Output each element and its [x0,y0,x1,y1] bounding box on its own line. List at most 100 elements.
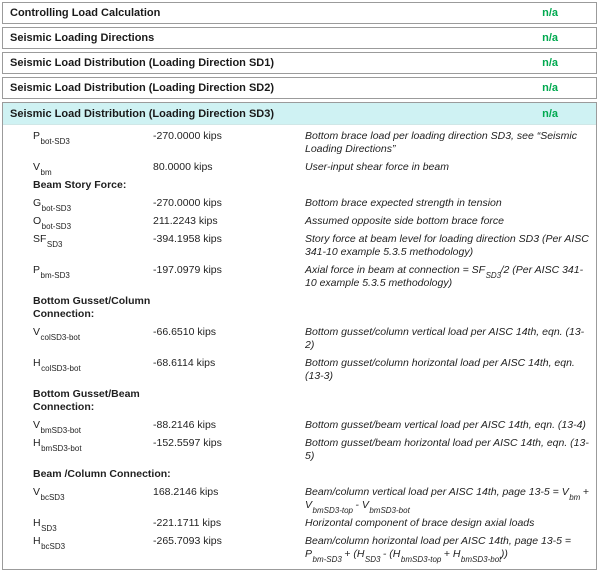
group-heading: Bottom Gusset/Column Connection: [33,295,151,320]
variable-value: -270.0000 kips [153,197,222,209]
variable-base: H [33,357,41,369]
calc-row: Gbot-SD3 -270.0000 kips Bottom brace expec… [3,195,596,213]
section-1: Controlling Load Calculation n/a [2,2,597,24]
variable-name: Gbot-SD3 [3,197,153,214]
variable-base: H [33,535,41,547]
section-header[interactable]: Controlling Load Calculation n/a [2,2,597,24]
status-badge: n/a [542,32,558,44]
variable-description: Assumed opposite side bottom brace force [305,215,505,227]
variable-subscript: bmSD3-bot [41,444,82,454]
calc-row: VbmSD3-bot -88.2146 kips Bottom gusset/bea… [3,417,596,435]
variable-base: V [33,486,41,498]
section-5: Seismic Load Distribution (Loading Direc… [2,102,597,570]
variable-subscript: bm [40,168,52,178]
calc-row: HbcSD3 -265.7093 kips Beam/column horizont… [3,533,596,564]
group-heading: Beam Story Force: [33,179,127,191]
variable-value: 211.2243 kips [153,215,218,227]
variable-subscript: colSD3-bot [41,364,81,374]
variable-name: HbmSD3-bot [3,437,153,454]
variable-value: -197.0979 kips [153,264,222,276]
section-header[interactable]: Seismic Load Distribution (Loading Direc… [3,103,596,125]
variable-value: -221.1711 kips [153,517,222,529]
section-title: Seismic Loading Directions [10,32,155,44]
group-heading-row: Bottom Gusset/Column Connection: [3,293,596,324]
calc-row: VcolSD3-bot -66.6510 kips Bottom gusset/co… [3,324,596,355]
variable-description: Bottom gusset/beam horizontal load per A… [305,437,589,462]
group-heading-row: Beam Story Force: [3,177,596,195]
variable-value: -88.2146 kips [153,419,217,431]
status-badge: n/a [542,82,558,94]
calc-row: HcolSD3-bot -68.6114 kips Bottom gusset/co… [3,355,596,386]
variable-name: VbmSD3-bot [3,419,153,436]
variable-value: -394.1958 kips [153,233,222,245]
variable-subscript: bot-SD3 [41,222,72,232]
variable-base: V [33,161,41,173]
status-badge: n/a [542,7,558,19]
calc-row: SFSD3 -394.1958 kips Story force at beam l… [3,231,596,262]
group-heading: Beam /Column Connection: [33,468,171,480]
variable-subscript: bot-SD3 [40,137,70,147]
section-3: Seismic Load Distribution (Loading Direc… [2,52,597,74]
calc-row: Pbot-SD3 -270.0000 kips Bottom brace load … [3,128,596,159]
variable-name: Pbm-SD3 [3,264,153,281]
variable-value: -270.0000 kips [153,130,222,142]
calc-row: VbcSD3 168.2146 kips Beam/column vertical … [3,484,596,515]
variable-subscript: bot-SD3 [41,204,72,214]
variable-description: Beam/column horizontal load per AISC 14t… [305,535,572,565]
calc-row: Obot-SD3 211.2243 kips Assumed opposite si… [3,213,596,231]
variable-base: O [33,215,42,227]
variable-description: Bottom gusset/column vertical load per A… [305,326,585,351]
variable-base: SF [33,233,47,245]
variable-name: Obot-SD3 [3,215,153,232]
variable-description: Bottom gusset/beam vertical load per AIS… [305,419,586,431]
variable-value: -66.6510 kips [153,326,217,338]
section-4: Seismic Load Distribution (Loading Direc… [2,77,597,99]
variable-value: -68.6114 kips [153,357,216,369]
variable-description: Beam/column vertical load per AISC 14th,… [305,486,589,516]
group-heading: Bottom Gusset/Beam Connection: [33,388,140,413]
variable-value: -152.5597 kips [153,437,222,449]
section-header[interactable]: Seismic Load Distribution (Loading Direc… [2,52,597,74]
variable-base: P [33,264,41,276]
variable-base: P [33,130,41,142]
variable-value: 168.2146 kips [153,486,219,498]
variable-name: Vbm [3,161,153,178]
group-heading-row: Bottom Gusset/Beam Connection: [3,386,596,417]
variable-description: Bottom brace expected strength in tensio… [305,197,502,209]
variable-name: VbcSD3 [3,486,153,503]
calc-row: Pbm-SD3 -197.0979 kips Axial force in beam… [3,262,596,293]
variable-description: Bottom gusset/column horizontal load per… [305,357,575,382]
variable-base: H [33,437,41,449]
section-header[interactable]: Seismic Loading Directions n/a [2,27,597,49]
section-title: Seismic Load Distribution (Loading Direc… [10,82,275,94]
status-badge: n/a [542,57,558,69]
variable-description: User-input shear force in beam [305,161,449,173]
calc-row: HbmSD3-bot -152.5597 kips Bottom gusset/be… [3,435,596,466]
variable-name: VcolSD3-bot [3,326,153,343]
variable-description: Horizontal component of brace design axi… [305,517,535,529]
calc-row: HSD3 -221.1711 kips Horizontal component o… [3,515,596,533]
variable-subscript: bmSD3-bot [40,426,81,436]
section-title: Seismic Load Distribution (Loading Direc… [10,57,275,69]
variable-subscript: colSD3-bot [40,333,81,343]
section-2: Seismic Loading Directions n/a [2,27,597,49]
variable-subscript: bm-SD3 [40,271,70,281]
calc-row: Vbm 80.0000 kips User-input shear force in… [3,159,596,177]
variable-description: Story force at beam level for loading di… [305,233,589,258]
variable-value: 80.0000 kips [153,161,213,173]
variable-name: Pbot-SD3 [3,130,153,147]
variable-name: HcolSD3-bot [3,357,153,374]
variable-subscript: bcSD3 [40,493,65,503]
section-header[interactable]: Seismic Load Distribution (Loading Direc… [2,77,597,99]
status-badge: n/a [542,107,558,120]
section-title: Controlling Load Calculation [10,7,161,19]
variable-base: V [33,419,41,431]
section-body: Pbot-SD3 -270.0000 kips Bottom brace load … [3,125,596,569]
variable-name: HSD3 [3,517,153,533]
variable-subscript: SD3 [46,240,63,250]
group-heading-row: Beam /Column Connection: [3,466,596,484]
variable-base: G [33,197,42,209]
variable-description: Bottom brace load per loading direction … [305,130,577,155]
